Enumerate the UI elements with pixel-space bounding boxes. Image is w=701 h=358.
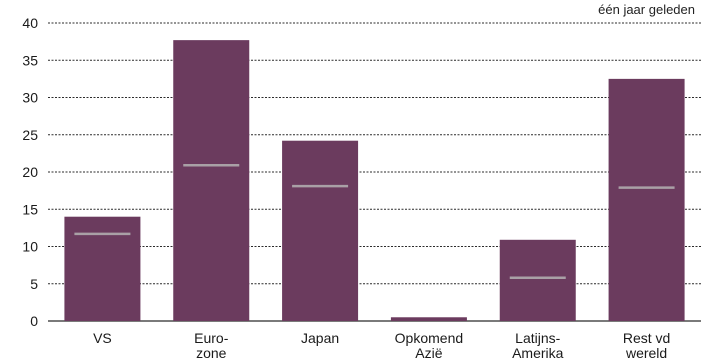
x-tick-label: Euro-zone [194, 330, 229, 358]
y-tick-label: 30 [22, 90, 38, 106]
y-tick-label: 35 [22, 52, 38, 68]
year-ago-markers [74, 164, 675, 280]
legend-year-ago: één jaar geleden [598, 2, 695, 17]
gridlines [48, 22, 701, 322]
bar [390, 317, 467, 321]
bar [499, 239, 576, 321]
bar [608, 78, 685, 321]
x-tick-label: Latijns-Amerika [512, 330, 564, 358]
y-axis-ticks: 0 5 10 15 20 25 30 35 40 [22, 15, 38, 329]
x-tick-label: Opkomend Azië [395, 330, 463, 358]
bars [64, 40, 685, 321]
bar [282, 140, 359, 321]
x-axis-labels: VS Euro-zone Japan Opkomend Azië Latijns-Amer… [93, 330, 670, 358]
x-tick-label: Rest vd wereld [623, 330, 670, 358]
x-tick-label: VS [93, 330, 112, 346]
y-tick-label: 15 [22, 201, 38, 217]
bar [173, 40, 250, 321]
y-tick-label: 40 [22, 15, 38, 31]
x-tick-label: Japan [301, 330, 339, 346]
bar [64, 216, 141, 321]
y-tick-label: 5 [30, 276, 38, 292]
y-tick-label: 10 [22, 239, 38, 255]
y-tick-label: 25 [22, 127, 38, 143]
y-tick-label: 20 [22, 164, 38, 180]
y-tick-label: 0 [30, 313, 38, 329]
